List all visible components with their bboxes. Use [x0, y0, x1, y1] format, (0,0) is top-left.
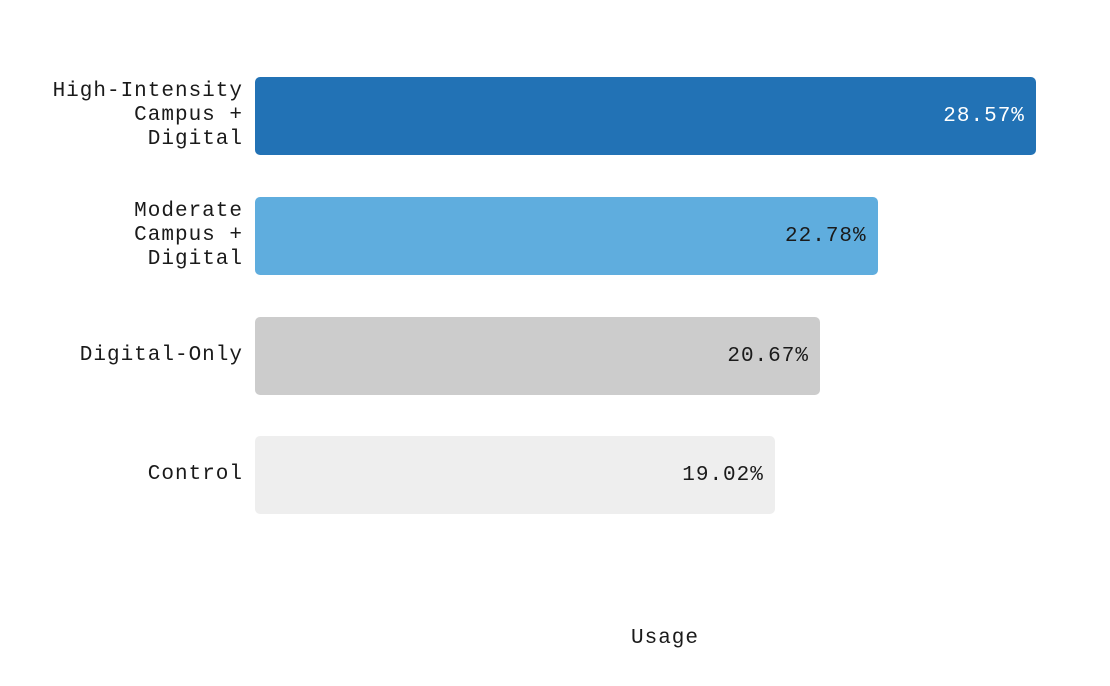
- bar: 22.78%: [255, 197, 878, 275]
- plot-area: 19.02%: [255, 436, 1075, 514]
- bar: 20.67%: [255, 317, 820, 395]
- bar-row: Digital-Only 20.67%: [0, 317, 1110, 395]
- bar-row: High-Intensity Campus + Digital 28.57%: [0, 77, 1110, 155]
- value-label: 20.67%: [727, 344, 809, 368]
- bar: 28.57%: [255, 77, 1036, 155]
- plot-area: 28.57%: [255, 77, 1075, 155]
- category-label: High-Intensity Campus + Digital: [52, 80, 243, 151]
- plot-area: 22.78%: [255, 197, 1075, 275]
- category-label: Digital-Only: [79, 344, 243, 367]
- plot-area: 20.67%: [255, 317, 1075, 395]
- x-axis-label: Usage: [630, 627, 699, 650]
- bar-row: Moderate Campus + Digital 22.78%: [0, 197, 1110, 275]
- value-label: 22.78%: [785, 224, 867, 248]
- category-label: Control: [147, 463, 243, 486]
- category-label: Moderate Campus + Digital: [134, 200, 243, 271]
- value-label: 19.02%: [682, 463, 764, 487]
- bar-row: Control 19.02%: [0, 436, 1110, 514]
- value-label: 28.57%: [943, 104, 1025, 128]
- bar: 19.02%: [255, 436, 775, 514]
